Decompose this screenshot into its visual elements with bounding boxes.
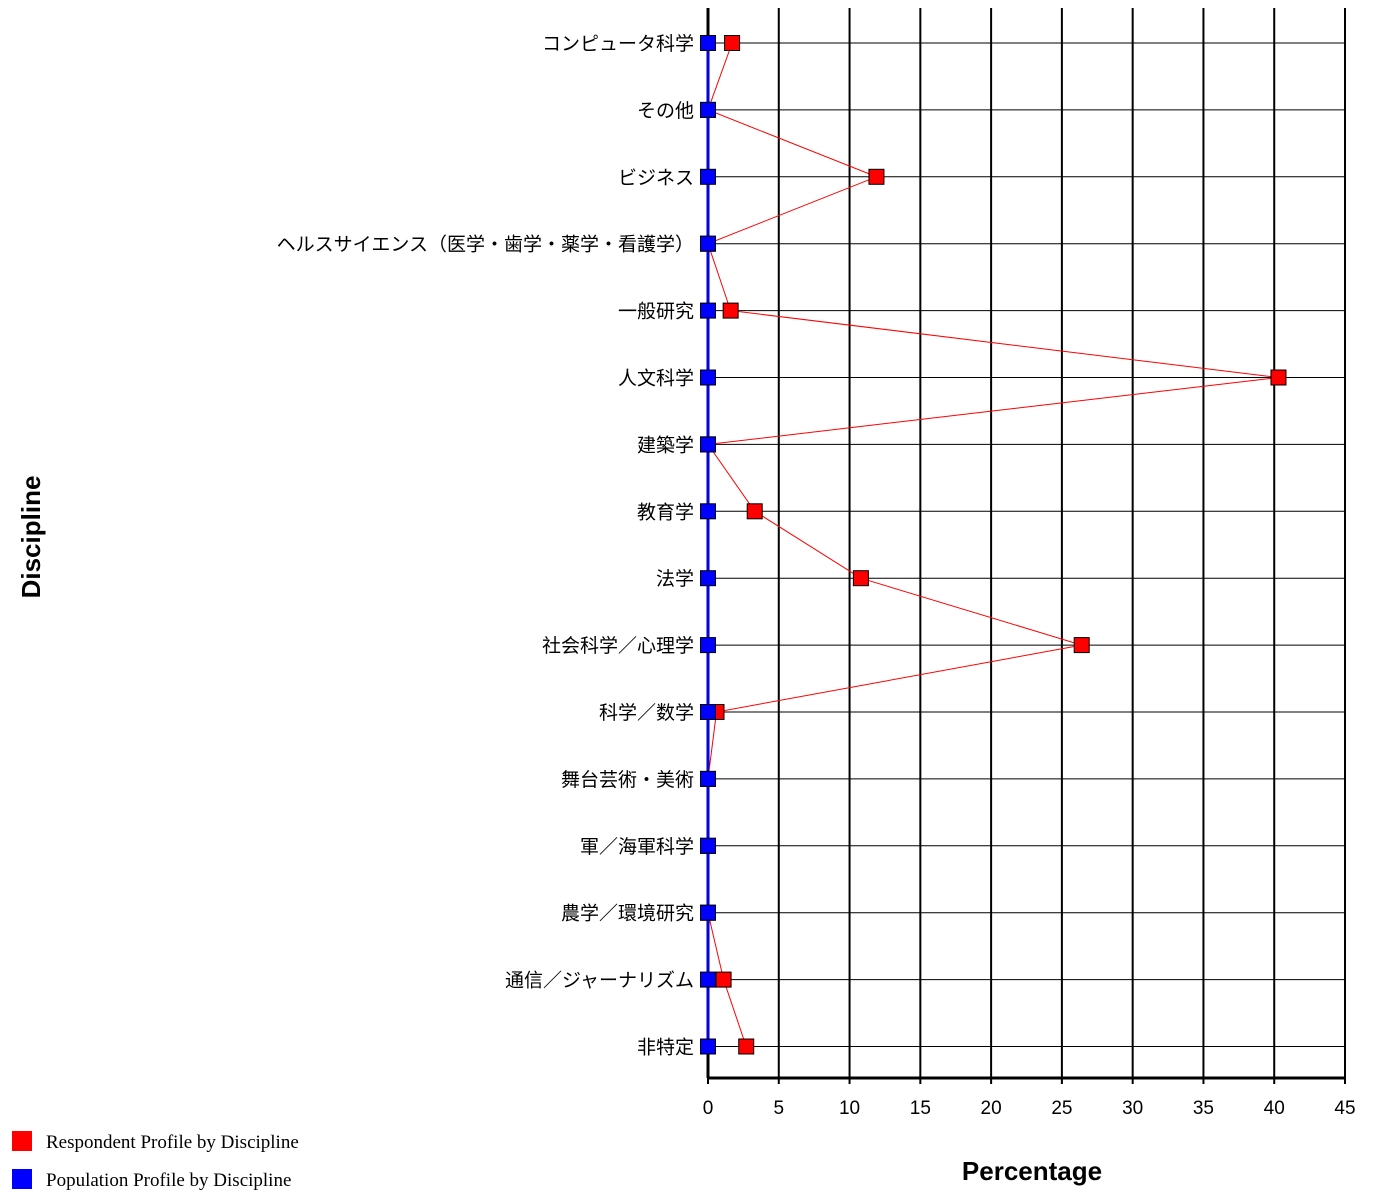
legend: Respondent Profile by Discipline Populat… bbox=[12, 1131, 299, 1191]
category-label: 科学／数学 bbox=[599, 702, 694, 724]
category-label: 軍／海軍科学 bbox=[580, 836, 694, 858]
category-label: 建築学 bbox=[637, 434, 694, 456]
legend-label-respondent: Respondent Profile by Discipline bbox=[46, 1132, 299, 1153]
x-tick-label: 25 bbox=[1051, 1098, 1072, 1119]
category-label: ヘルスサイエンス（医学・歯学・薬学・看護学） bbox=[277, 234, 694, 256]
x-axis-title: Percentage bbox=[962, 1156, 1102, 1186]
respondent-marker bbox=[852, 570, 869, 587]
population-marker bbox=[700, 837, 716, 854]
population-marker bbox=[700, 168, 716, 185]
category-label: その他 bbox=[637, 100, 694, 122]
axes bbox=[706, 8, 1346, 1084]
legend-swatch-respondent bbox=[12, 1131, 32, 1151]
category-label: 社会科学／心理学 bbox=[542, 635, 694, 657]
respondent-marker bbox=[746, 503, 763, 520]
y-axis-title: Discipline bbox=[16, 476, 46, 599]
legend-label-population: Population Profile by Discipline bbox=[46, 1170, 291, 1191]
population-marker bbox=[700, 704, 716, 720]
x-tick-label: 35 bbox=[1193, 1098, 1214, 1119]
population-marker bbox=[700, 570, 716, 587]
category-label: コンピュータ科学 bbox=[542, 33, 694, 55]
population-marker bbox=[700, 101, 716, 118]
x-tick-label: 15 bbox=[910, 1098, 931, 1119]
x-tick-labels: 0 5 10 15 20 25 30 35 40 45 bbox=[703, 1098, 1356, 1119]
category-label: 人文科学 bbox=[618, 368, 694, 390]
x-tick-label: 0 bbox=[703, 1098, 714, 1119]
series-line bbox=[707, 42, 1279, 1047]
population-marker bbox=[700, 904, 716, 921]
category-label: 一般研究 bbox=[618, 301, 694, 323]
x-tick-label: 10 bbox=[839, 1098, 860, 1119]
population-marker bbox=[700, 503, 716, 520]
population-marker bbox=[700, 770, 716, 787]
respondent-marker bbox=[722, 302, 739, 319]
respondent-marker bbox=[724, 35, 741, 51]
respondent-marker bbox=[1073, 637, 1090, 654]
legend-swatch-population bbox=[12, 1169, 32, 1189]
population-marker bbox=[700, 235, 716, 252]
category-label: 農学／環境研究 bbox=[561, 903, 694, 925]
population-marker bbox=[700, 35, 716, 51]
grid bbox=[708, 8, 1346, 1078]
respondent-marker bbox=[738, 1038, 755, 1055]
population-marker bbox=[700, 302, 716, 319]
category-label: 非特定 bbox=[637, 1037, 694, 1059]
series-markers bbox=[700, 35, 1287, 1055]
category-label: 教育学 bbox=[637, 501, 694, 523]
x-tick-label: 30 bbox=[1122, 1098, 1143, 1119]
population-marker bbox=[700, 436, 716, 453]
series-lines bbox=[706, 42, 1279, 1047]
x-tick-label: 45 bbox=[1334, 1098, 1355, 1119]
category-label: ビジネス bbox=[618, 167, 694, 189]
x-tick-label: 5 bbox=[773, 1098, 784, 1119]
category-label: 法学 bbox=[656, 568, 694, 590]
population-marker bbox=[700, 971, 716, 988]
x-tick-label: 20 bbox=[981, 1098, 1002, 1119]
x-tick-label: 40 bbox=[1264, 1098, 1285, 1119]
respondent-marker bbox=[868, 168, 885, 185]
category-label: 舞台芸術・美術 bbox=[561, 769, 694, 791]
population-marker bbox=[700, 369, 716, 386]
respondent-marker bbox=[715, 971, 732, 988]
population-marker bbox=[700, 637, 716, 654]
respondent-marker bbox=[1270, 369, 1287, 386]
category-label: 通信／ジャーナリズム bbox=[505, 970, 694, 992]
population-marker bbox=[700, 1038, 716, 1055]
